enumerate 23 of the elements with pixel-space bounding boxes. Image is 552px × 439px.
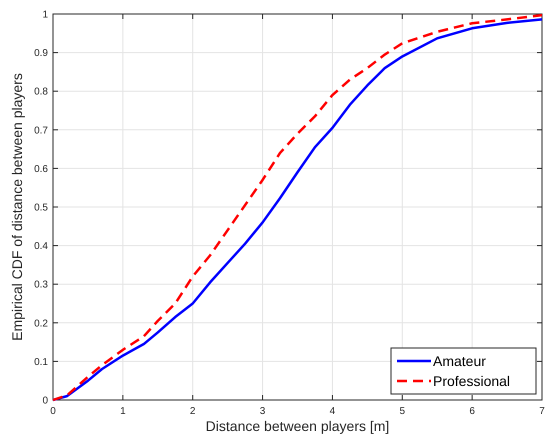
y-tick-label: 0.7 — [34, 125, 48, 136]
y-axis-title: Empirical CDF of distance between players — [9, 73, 25, 341]
x-tick-label: 1 — [120, 406, 126, 417]
x-axis-title: Distance between players [m] — [206, 418, 390, 434]
y-tick-label: 0.2 — [34, 318, 48, 330]
y-tick-label: 0.8 — [34, 86, 48, 98]
y-tick-label: 0.9 — [34, 48, 48, 60]
y-tick-label: 0.4 — [34, 241, 48, 252]
y-tick-label: 0.6 — [34, 164, 48, 175]
x-tick-label: 5 — [400, 406, 406, 417]
x-tick-label: 2 — [190, 406, 196, 417]
y-tick-label: 0.5 — [34, 202, 48, 214]
x-tick-label: 3 — [260, 406, 266, 417]
y-tick-label: 0 — [42, 396, 48, 406]
x-tick-label: 6 — [469, 406, 476, 417]
y-tick-label: 1 — [42, 10, 48, 20]
x-tick-label: 0 — [50, 406, 56, 417]
x-tick-label: 4 — [330, 406, 336, 417]
legend-label: Amateur — [433, 353, 486, 369]
y-tick-label: 0.3 — [34, 280, 48, 291]
y-tick-label: 0.1 — [34, 356, 48, 368]
legend-label: Professional — [433, 373, 510, 389]
x-tick-label: 7 — [539, 406, 546, 417]
